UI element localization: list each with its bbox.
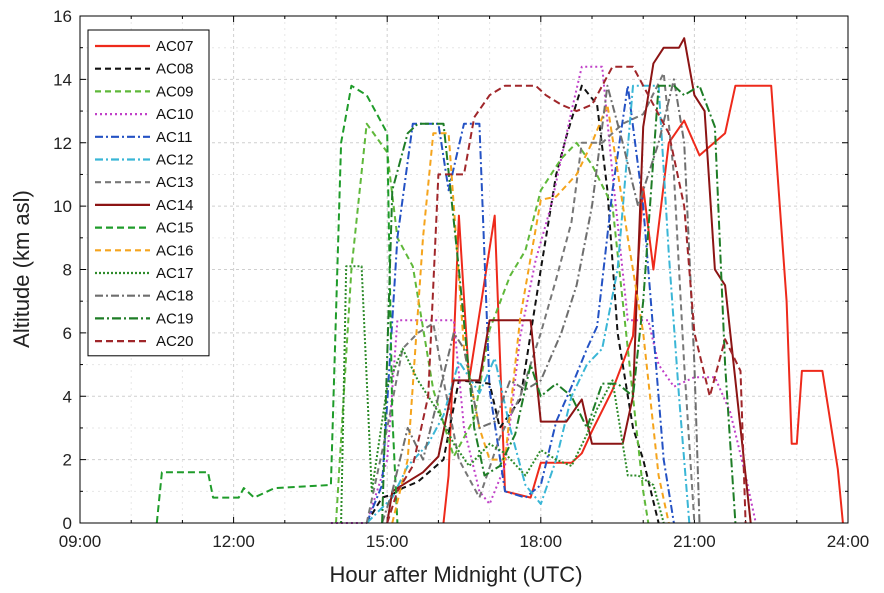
- plot-frame: [79, 15, 849, 524]
- y-tick-label: 12: [53, 134, 72, 153]
- y-tick-label: 4: [63, 387, 72, 406]
- x-tick-label: 15:00: [366, 532, 409, 551]
- series-line-ac14: [386, 37, 752, 524]
- series-line-ac10: [330, 65, 757, 524]
- series-line-ac07: [442, 84, 844, 524]
- legend-label: AC09: [156, 83, 194, 100]
- y-tick-label: 6: [63, 324, 72, 343]
- series-line-ac20: [386, 65, 747, 524]
- tick-labels: 09:00 12:00 15:00 18:00 21:00 24:00 0 2 4 6 8 10 12 1…: [53, 7, 869, 551]
- y-tick-label: 8: [63, 261, 72, 280]
- x-tick-label: 09:00: [59, 532, 102, 551]
- legend-label: AC07: [156, 38, 194, 55]
- legend-label: AC10: [156, 106, 194, 123]
- series-line-ac08: [365, 84, 660, 524]
- series-line-ac13: [365, 72, 696, 524]
- series-line-ac16: [391, 103, 670, 524]
- series-line-ac17: [340, 265, 665, 524]
- legend-box: [87, 29, 210, 357]
- legend-label: AC20: [156, 333, 194, 350]
- y-tick-label: 2: [63, 451, 72, 470]
- y-tick-label: 0: [63, 514, 72, 533]
- legend-label: AC12: [156, 152, 194, 169]
- y-tick-label: 14: [53, 70, 72, 89]
- legend-label: AC14: [156, 197, 194, 214]
- series-line-ac12: [365, 84, 691, 524]
- series-lines: [155, 37, 844, 524]
- series-line-ac15: [155, 84, 399, 524]
- legend-label: AC18: [156, 288, 194, 305]
- legend-label: AC19: [156, 310, 194, 327]
- x-tick-label: 24:00: [827, 532, 870, 551]
- legend-label: AC13: [156, 174, 194, 191]
- y-tick-label: 16: [53, 7, 72, 26]
- y-axis-title: Altitude (km asl): [9, 190, 34, 348]
- legend-label: AC16: [156, 242, 194, 259]
- y-tick-label: 10: [53, 197, 72, 216]
- legend-label: AC15: [156, 220, 194, 237]
- legend-label: AC17: [156, 265, 194, 282]
- x-tick-label: 12:00: [212, 532, 255, 551]
- legend-label: AC11: [156, 129, 192, 146]
- series-line-ac19: [381, 84, 737, 524]
- x-axis-title: Hour after Midnight (UTC): [329, 562, 582, 587]
- x-tick-label: 18:00: [520, 532, 563, 551]
- legend-label: AC08: [156, 61, 194, 78]
- legend: AC07 AC08 AC09 AC10 AC11 AC12 AC13 AC14 AC15 AC16…: [87, 29, 210, 357]
- series-line-ac09: [335, 122, 650, 524]
- x-tick-label: 21:00: [673, 532, 716, 551]
